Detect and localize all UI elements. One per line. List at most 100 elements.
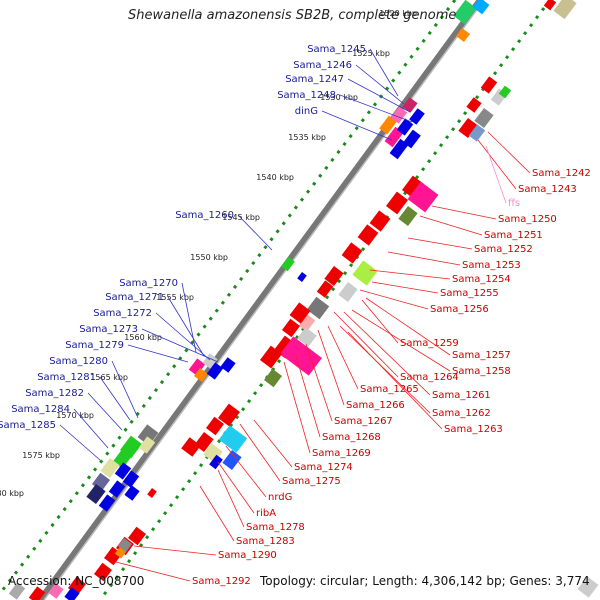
gene-label: Sama_1267 xyxy=(334,416,393,427)
gene-block xyxy=(217,403,241,427)
gene-block xyxy=(398,206,418,226)
gene-block xyxy=(281,256,295,272)
gene-label: Sama_1243 xyxy=(518,184,577,195)
gene-label: Sama_1257 xyxy=(452,350,511,361)
tick-label: 1525 kbp xyxy=(352,49,390,58)
gene-block xyxy=(396,118,414,136)
gene-block xyxy=(289,302,311,324)
label-leader-line xyxy=(369,269,451,280)
gene-label: Sama_1259 xyxy=(400,338,459,349)
gene-label: Sama_1272 xyxy=(93,308,152,319)
label-leader-line xyxy=(155,312,211,361)
gene-block xyxy=(480,76,498,94)
gene-block xyxy=(324,266,344,286)
tick-labels: 1520 kbp 1525 kbp 1530 kbp 1535 kbp 1540 kbp… xyxy=(0,9,417,498)
gene-label: Sama_1262 xyxy=(432,408,491,419)
gene-block xyxy=(114,462,132,480)
tick-label: 1535 kbp xyxy=(288,133,326,142)
label-leader-line xyxy=(73,408,109,449)
label-leader-line xyxy=(365,297,451,356)
gene-label: Sama_1275 xyxy=(282,476,341,487)
gene-block xyxy=(28,586,46,600)
gene-label: dinG xyxy=(295,106,318,117)
gene-label: Sama_1260 xyxy=(175,210,234,221)
tick-label: 1565 kbp xyxy=(90,373,128,382)
gene-features xyxy=(8,0,599,600)
label-leader-line xyxy=(127,344,189,363)
gene-block xyxy=(402,97,418,113)
label-leader-line xyxy=(387,251,461,266)
gene-block xyxy=(338,282,358,302)
label-leader-line xyxy=(477,139,517,190)
gene-label: Sama_1265 xyxy=(360,384,419,395)
gene-label: Sama_1253 xyxy=(462,260,521,271)
gene-block xyxy=(100,458,120,478)
gene-block xyxy=(222,450,242,470)
label-leader-line xyxy=(361,299,399,344)
accession-label: Accession: NC_008700 xyxy=(8,574,145,588)
gene-block xyxy=(48,583,64,599)
gene-label: Sama_1273 xyxy=(79,324,138,335)
label-leader-line xyxy=(347,331,443,430)
gene-block xyxy=(206,362,224,380)
tick-label: 1540 kbp xyxy=(256,173,294,182)
label-leader-line xyxy=(339,325,431,414)
tick-label: 1570 kbp xyxy=(56,411,94,420)
gene-block xyxy=(401,175,425,199)
gene-block xyxy=(218,425,248,453)
gene-label: Sama_1251 xyxy=(484,230,543,241)
label-leader-line xyxy=(99,376,131,421)
gene-block xyxy=(193,367,209,383)
gene-block xyxy=(553,0,577,20)
gene-block xyxy=(453,0,477,25)
genome-summary: Topology: circular; Length: 4,306,142 bp… xyxy=(260,574,590,588)
gene-label: Sama_1280 xyxy=(49,356,108,367)
label-leader-line xyxy=(419,215,483,236)
gene-block xyxy=(263,368,283,388)
outer-dotted-track xyxy=(0,0,457,596)
gene-label: Sama_1281 xyxy=(37,372,96,383)
gene-block xyxy=(259,345,283,369)
gene-block xyxy=(181,437,201,457)
gene-label: Sama_1242 xyxy=(532,168,591,179)
label-leader-line xyxy=(305,343,333,422)
label-leader-line xyxy=(237,214,273,251)
gene-label: Sama_1258 xyxy=(452,366,511,377)
gene-block xyxy=(64,587,80,600)
label-leader-line xyxy=(59,424,101,461)
gene-label: Sama_1256 xyxy=(430,304,489,315)
label-leader-line xyxy=(283,361,311,454)
gene-block xyxy=(316,280,334,298)
gene-label: Sama_1271 xyxy=(105,292,164,303)
label-leader-line xyxy=(141,328,219,363)
gene-block xyxy=(466,97,482,113)
gene-block xyxy=(147,488,157,498)
gene-label: Sama_1290 xyxy=(218,550,277,561)
label-leader-line xyxy=(347,78,411,113)
label-leader-line xyxy=(407,237,473,250)
gene-label: Sama_1266 xyxy=(346,400,405,411)
gene-block xyxy=(357,224,379,246)
tick-label: 1530 kbp xyxy=(320,93,358,102)
tick-label: 1560 kbp xyxy=(124,333,162,342)
gene-block xyxy=(472,0,490,15)
gene-label: Sama_1274 xyxy=(294,462,353,473)
gene-block xyxy=(409,108,425,125)
label-leader-line xyxy=(115,561,191,582)
gene-block xyxy=(384,126,404,148)
gene-block xyxy=(577,576,599,598)
label-leader-line xyxy=(359,289,429,310)
label-leader-line xyxy=(87,392,123,431)
label-leader-line xyxy=(217,469,245,528)
genome-title: Shewanella amazonensis SB2B, complete ge… xyxy=(128,8,457,23)
label-leader-line xyxy=(167,296,205,357)
gene-block xyxy=(127,526,147,546)
gene-label: Sama_1261 xyxy=(432,390,491,401)
label-leader-line xyxy=(239,423,281,482)
tick-label: 1550 kbp xyxy=(190,253,228,262)
gene-label: ribA xyxy=(256,508,276,519)
gene-block xyxy=(458,118,478,138)
tick-label: 1520 kbp xyxy=(379,9,417,18)
gene-block xyxy=(297,327,317,347)
